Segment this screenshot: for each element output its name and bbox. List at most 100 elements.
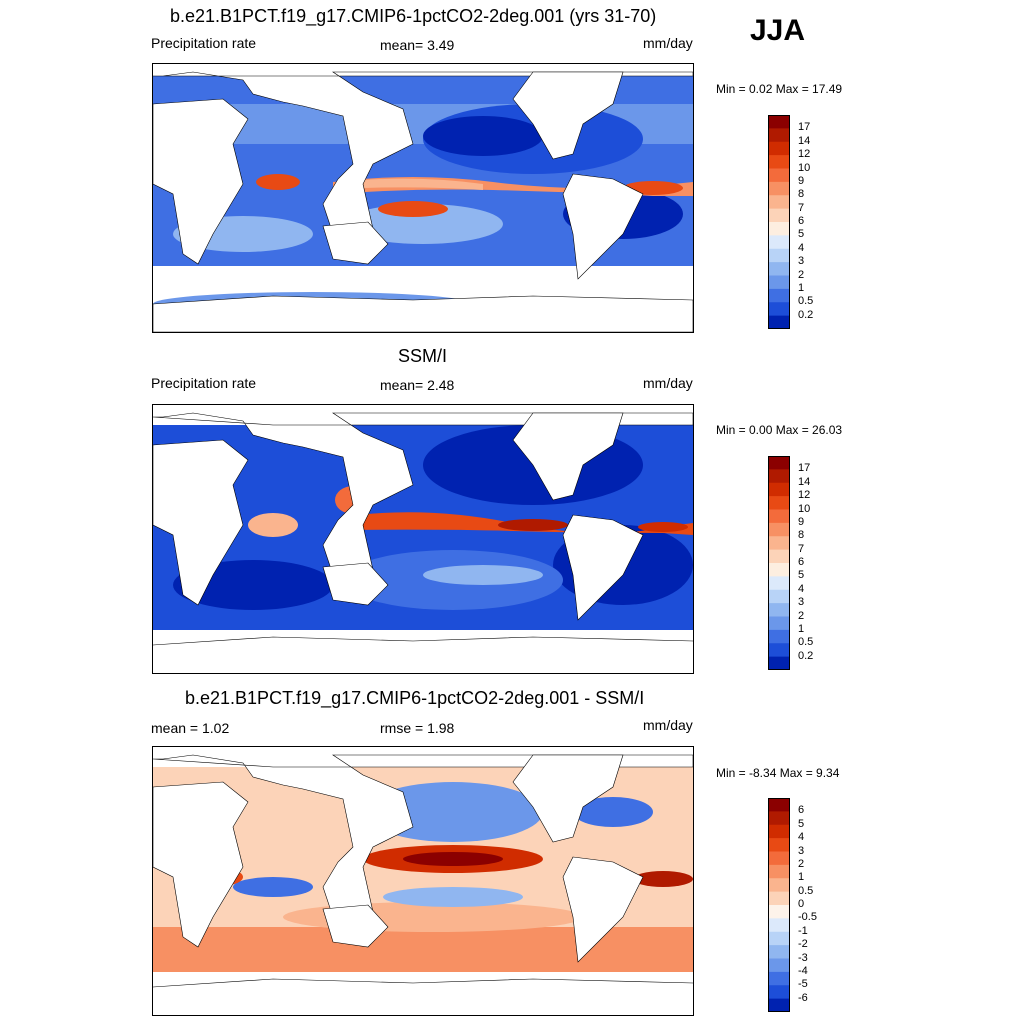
colorbar-swatch	[768, 208, 790, 223]
colorbar-swatch	[768, 496, 790, 510]
colorbar-tick-label: -3	[798, 951, 808, 964]
colorbar-tick-label: 6	[798, 215, 805, 227]
colorbar-tick-label: 3	[798, 596, 805, 609]
colorbar-swatch	[768, 931, 790, 946]
colorbar-swatch	[768, 905, 790, 919]
colorbar-tick-label: 6	[798, 804, 805, 817]
colorbar-swatch	[768, 115, 790, 129]
colorbar-swatch	[768, 195, 790, 210]
colorbar-swatch	[768, 971, 790, 986]
colorbar-tick-label: 12	[798, 148, 811, 161]
colorbar-swatch	[768, 128, 790, 143]
colorbar-swatch	[768, 248, 790, 263]
colorbar-swatch	[768, 302, 790, 317]
panel1-mean-label: mean= 3.49	[380, 37, 455, 53]
colorbar-swatch	[768, 522, 790, 537]
season-label: JJA	[750, 14, 806, 47]
colorbar-swatch	[768, 891, 790, 906]
colorbar-swatch	[768, 288, 790, 303]
colorbar-tick-label: 7	[798, 201, 805, 214]
colorbar-tick-label: 6	[798, 556, 805, 568]
panel3-units-label: mm/day	[643, 717, 693, 733]
colorbar-tick-label: 1	[798, 871, 805, 884]
colorbar-swatch	[768, 838, 790, 852]
colorbar-swatch	[768, 824, 790, 839]
panel1-title: b.e21.B1PCT.f19_g17.CMIP6-1pctCO2-2deg.0…	[170, 6, 657, 26]
colorbar-swatch	[768, 549, 790, 564]
colorbar-tick-label: -0.5	[798, 911, 817, 924]
colorbar-tick-label: -2	[798, 938, 808, 951]
panel2-map	[152, 404, 694, 674]
panel1-colorbar	[768, 115, 790, 329]
colorbar-tick-label: 10	[798, 502, 811, 515]
colorbar-swatch	[768, 958, 790, 973]
colorbar-tick-label: 5	[798, 569, 805, 582]
colorbar-swatch	[768, 864, 790, 879]
colorbar-swatch	[768, 141, 790, 156]
colorbar-tick-label: 17	[798, 462, 811, 475]
colorbar-tick-label: 2	[798, 268, 805, 281]
colorbar-swatch	[768, 509, 790, 524]
colorbar-tick-label: -1	[798, 924, 808, 937]
colorbar-swatch	[768, 878, 790, 893]
colorbar-swatch	[768, 222, 790, 236]
colorbar-swatch	[768, 275, 790, 290]
colorbar-swatch	[768, 985, 790, 1000]
panel3-map	[152, 746, 694, 1016]
panel2-mean-label: mean= 2.48	[380, 377, 455, 393]
colorbar-tick-label: 5	[798, 228, 805, 241]
colorbar-tick-label: 3	[798, 844, 805, 857]
colorbar-swatch	[768, 235, 790, 250]
colorbar-tick-label: -4	[798, 964, 808, 977]
panel3-mean-label: mean = 1.02	[151, 720, 230, 736]
colorbar-swatch	[768, 629, 790, 644]
colorbar-tick-label: 14	[798, 475, 811, 488]
colorbar-swatch	[768, 643, 790, 658]
colorbar-swatch	[768, 656, 790, 670]
panel3-rmse-label: rmse = 1.98	[380, 720, 455, 736]
colorbar-swatch	[768, 945, 790, 959]
colorbar-swatch	[768, 168, 790, 183]
colorbar-swatch	[768, 315, 790, 329]
colorbar-swatch	[768, 798, 790, 812]
panel3-colorbar	[768, 798, 790, 1012]
colorbar-tick-label: 0.2	[798, 649, 814, 662]
panel2-colorbar	[768, 456, 790, 670]
colorbar-tick-label: 0.5	[798, 884, 814, 897]
colorbar-swatch	[768, 181, 790, 196]
colorbar-tick-label: 4	[798, 582, 805, 595]
colorbar-swatch	[768, 563, 790, 577]
colorbar-tick-label: 9	[798, 174, 805, 187]
colorbar-tick-label: -6	[798, 991, 808, 1004]
colorbar-tick-label: 4	[798, 831, 805, 844]
panel2-variable-label: Precipitation rate	[151, 375, 257, 391]
panel1-minmax-label: Min = 0.02 Max = 17.49	[716, 82, 843, 96]
colorbar-tick-label: 4	[798, 241, 805, 254]
colorbar-tick-label: 8	[798, 529, 805, 542]
colorbar-swatch	[768, 576, 790, 591]
colorbar-tick-label: 1	[798, 622, 805, 635]
colorbar-swatch	[768, 851, 790, 866]
panel2-minmax-label: Min = 0.00 Max = 26.03	[716, 423, 843, 437]
colorbar-tick-label: -5	[798, 978, 808, 991]
colorbar-swatch	[768, 616, 790, 631]
colorbar-tick-label: 7	[798, 542, 805, 555]
panel1-map	[152, 63, 694, 333]
colorbar-swatch	[768, 589, 790, 604]
colorbar-tick-label: 0.2	[798, 308, 814, 321]
colorbar-swatch	[768, 469, 790, 484]
colorbar-tick-label: 17	[798, 121, 811, 134]
panel1-units-label: mm/day	[643, 35, 693, 51]
colorbar-tick-label: 8	[798, 188, 805, 201]
colorbar-swatch	[768, 536, 790, 551]
colorbar-tick-label: 2	[798, 857, 805, 870]
colorbar-tick-label: 14	[798, 134, 811, 147]
colorbar-swatch	[768, 262, 790, 276]
colorbar-swatch	[768, 998, 790, 1012]
colorbar-tick-label: 0	[798, 898, 805, 910]
colorbar-tick-label: 3	[798, 255, 805, 268]
colorbar-swatch	[768, 918, 790, 933]
colorbar-swatch	[768, 482, 790, 497]
panel2-title: SSM/I	[398, 346, 448, 366]
colorbar-tick-label: 10	[798, 161, 811, 174]
